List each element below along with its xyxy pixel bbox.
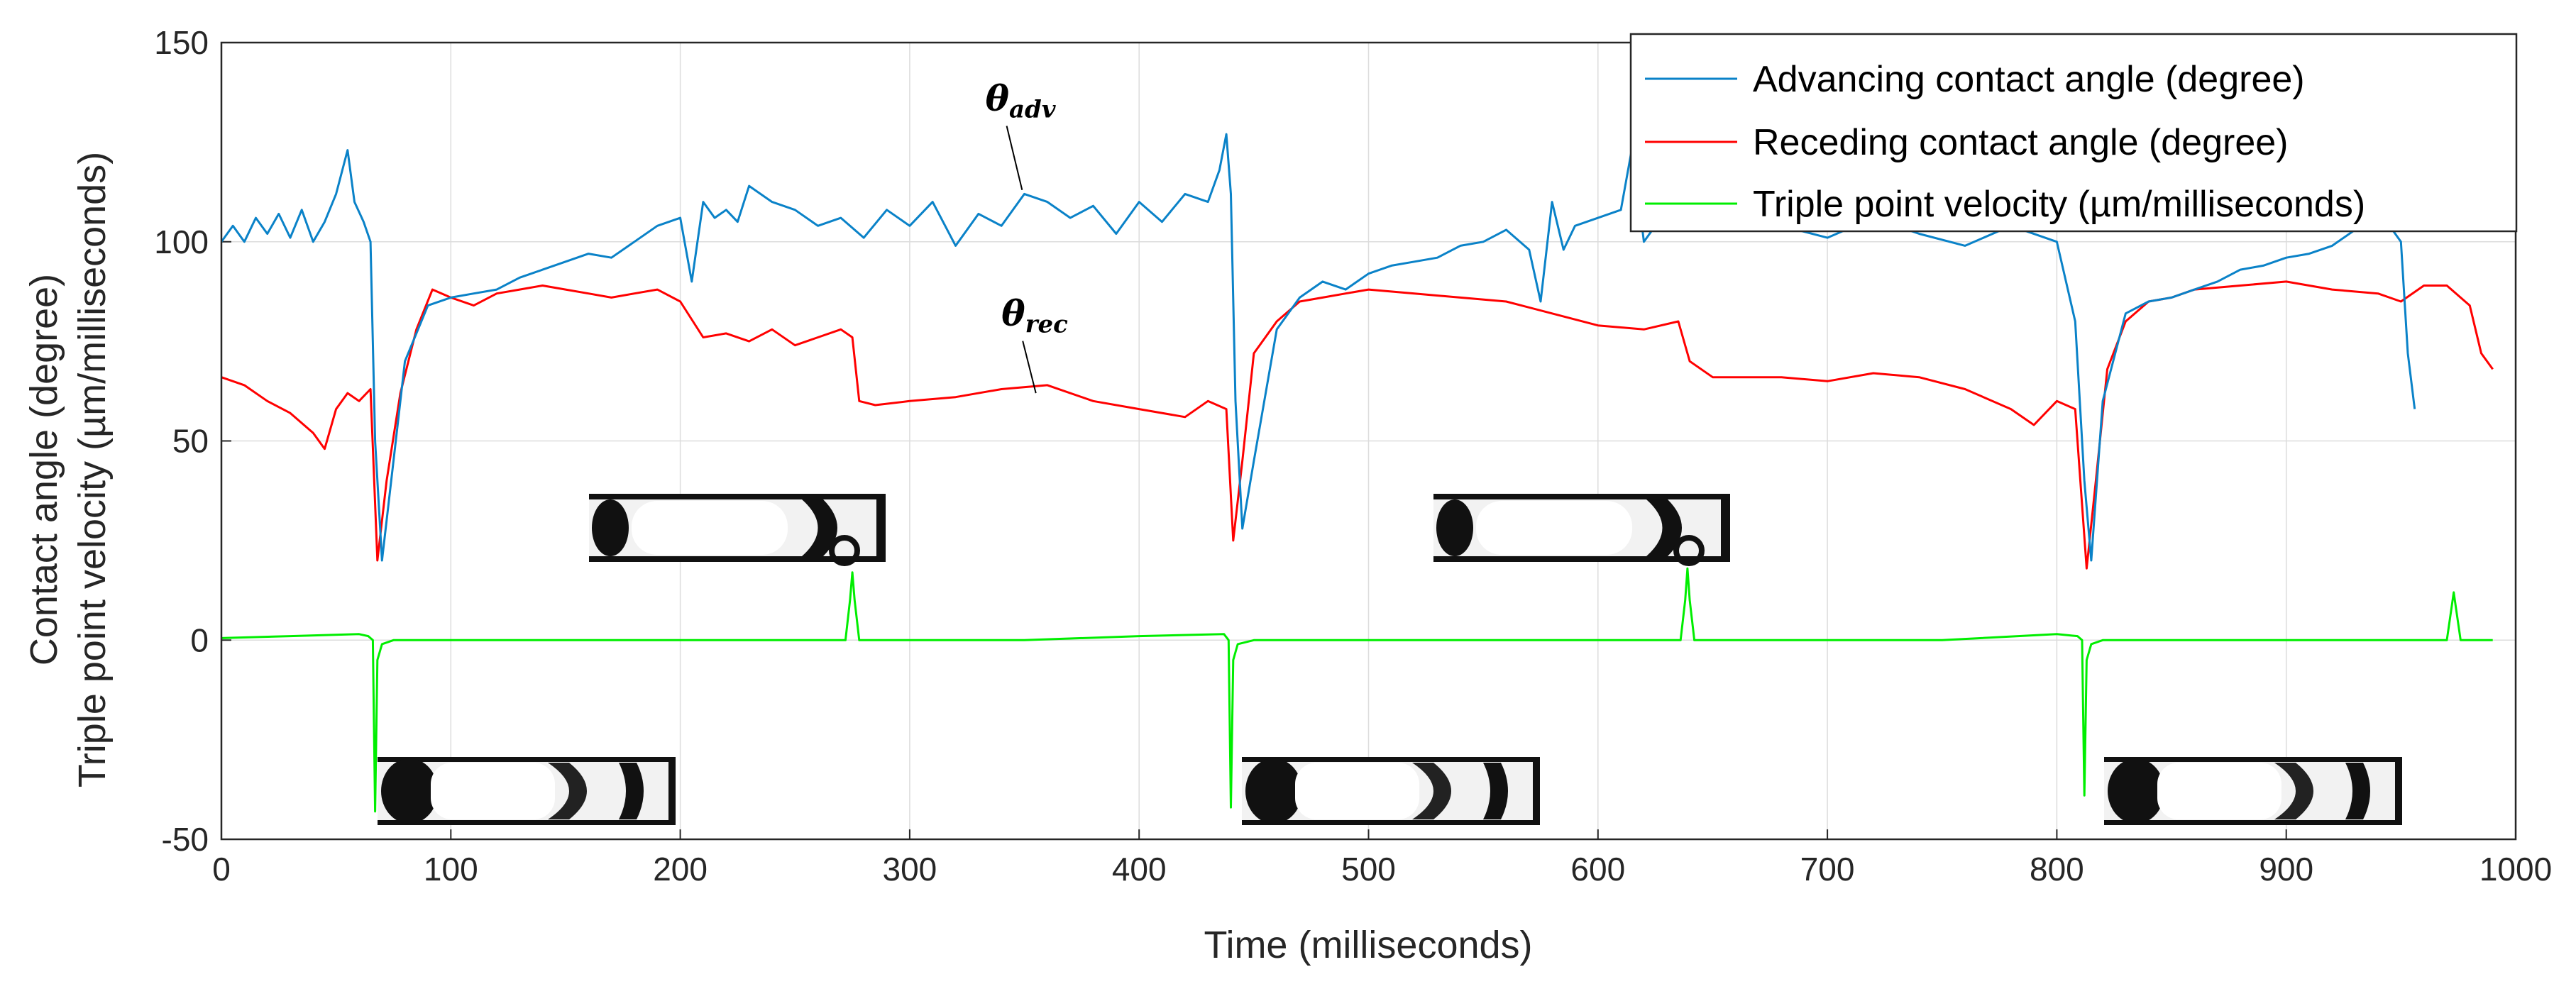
legend-label-advancing: Advancing contact angle (degree) xyxy=(1753,59,2305,100)
droplet-image-2 xyxy=(1433,494,1730,566)
x-tick-label: 0 xyxy=(212,851,231,888)
inset-images xyxy=(378,494,2402,825)
x-tick-label: 700 xyxy=(1800,851,1855,888)
y-tick-label: -50 xyxy=(162,821,209,858)
series-line-velocity xyxy=(221,567,2493,813)
y-axis-label-line-2: Triple point velocity (µm/milliseconds) xyxy=(71,152,114,788)
x-tick-label: 500 xyxy=(1341,851,1396,888)
y-tick-label: 150 xyxy=(154,24,209,61)
annotation-theta-adv: θadv xyxy=(986,77,1057,123)
series-line-receding xyxy=(221,280,2494,570)
y-axis-label-line-1: Contact angle (degree) xyxy=(23,274,65,665)
series-line-advancing xyxy=(220,133,2416,562)
x-tick-label: 400 xyxy=(1112,851,1167,888)
annotation-theta-rec: θrec xyxy=(1001,292,1068,339)
x-tick-label: 600 xyxy=(1570,851,1625,888)
x-tick-label: 300 xyxy=(883,851,937,888)
droplet-image-4 xyxy=(1242,757,1540,825)
y-tick-label: 0 xyxy=(190,621,209,658)
x-axis-label: Time (milliseconds) xyxy=(1204,924,1532,966)
plot-frame xyxy=(220,41,2517,841)
droplet-image-5 xyxy=(2104,757,2402,825)
droplet-image-1 xyxy=(589,494,886,566)
legend-label-velocity: Triple point velocity (µm/milliseconds) xyxy=(1753,184,2365,225)
x-tick-label: 200 xyxy=(653,851,708,888)
series-lines xyxy=(220,133,2494,813)
x-tick-label: 100 xyxy=(424,851,478,888)
droplet-image-3 xyxy=(378,757,676,825)
y-tick-label: 100 xyxy=(154,223,209,260)
y-tick-label: 50 xyxy=(172,423,209,460)
x-axis-ticks: 0 100 200 300 400 500 600 700 800 900 1000 xyxy=(212,829,2552,888)
x-tick-label: 900 xyxy=(2259,851,2313,888)
x-tick-label: 1000 xyxy=(2479,851,2552,888)
y-axis-ticks: -50 0 50 100 150 xyxy=(154,24,231,858)
legend: Advancing contact angle (degree) Recedin… xyxy=(1629,33,2518,233)
annotation-leader-rec xyxy=(1022,341,1037,394)
annotation-leader-adv xyxy=(1006,126,1023,190)
legend-label-receding: Receding contact angle (degree) xyxy=(1753,122,2288,163)
annotations: θadv θrec xyxy=(986,77,1068,394)
x-tick-label: 800 xyxy=(2030,851,2084,888)
